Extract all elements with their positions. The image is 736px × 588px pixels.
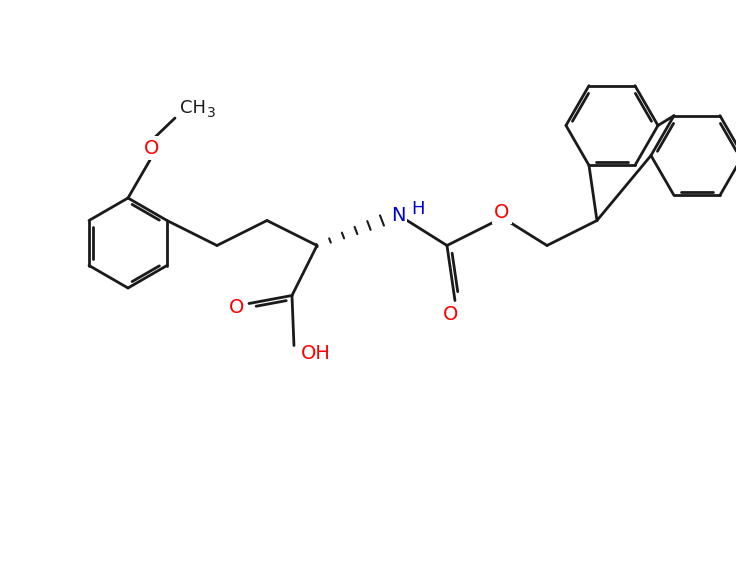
Text: O: O — [443, 305, 459, 324]
Text: CH: CH — [180, 99, 206, 117]
Text: N: N — [391, 206, 406, 225]
Text: OH: OH — [301, 344, 331, 363]
Text: O: O — [495, 203, 509, 222]
Text: O: O — [230, 298, 244, 317]
Text: H: H — [411, 199, 425, 218]
Text: O: O — [144, 139, 160, 158]
Text: 3: 3 — [207, 106, 216, 120]
